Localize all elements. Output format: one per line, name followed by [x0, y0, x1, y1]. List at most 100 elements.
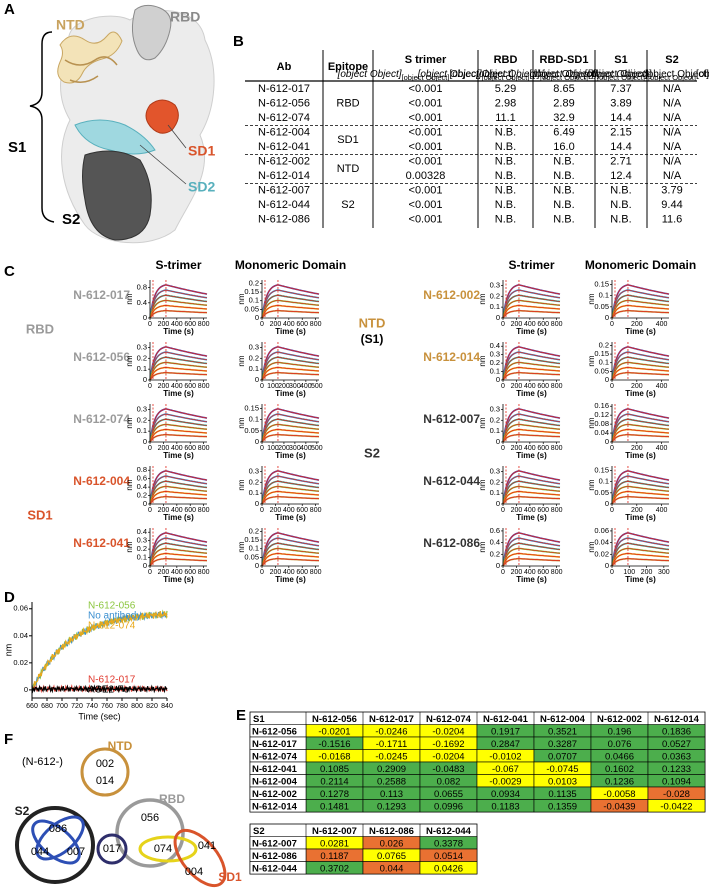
y-tick-label: 0.12	[594, 410, 609, 419]
y-tick-label: 0.1	[599, 291, 609, 300]
y-axis-label: nm	[478, 541, 487, 552]
fit	[502, 470, 561, 505]
kd-value: <0.001	[409, 214, 443, 226]
group-label: S2	[364, 445, 380, 460]
y-tick-label: 0.15	[594, 349, 609, 358]
kd-value: 5.29	[495, 83, 516, 95]
y-axis-label: nm	[237, 479, 246, 490]
set-label: NTD	[108, 739, 133, 753]
x-tick-label: 400	[656, 445, 668, 452]
fit	[611, 485, 670, 505]
group-label: SD1	[27, 507, 52, 522]
cell-value: 0.1917	[491, 726, 520, 737]
x-tick-label: 400	[524, 383, 536, 390]
y-tick-label: 0.05	[244, 552, 259, 561]
y-axis-label: nm	[587, 479, 596, 490]
x-tick-label: 600	[184, 569, 196, 576]
fit	[611, 553, 670, 567]
x-tick-label: 800	[198, 507, 210, 514]
x-tick-label: 200	[631, 445, 643, 452]
column-unit: [object Object][object Object][object Ob…	[475, 69, 652, 83]
unit-part: [object Object]	[337, 69, 402, 80]
y-tick-label: 0.04	[594, 538, 609, 547]
x-tick-label: 400	[171, 569, 183, 576]
cell-value: 0.0527	[662, 739, 691, 750]
x-axis-label: Time (s)	[516, 389, 547, 398]
cell-value: -0.1711	[376, 739, 408, 750]
x-tick-label: 200	[158, 445, 170, 452]
cell-value: 0.044	[380, 863, 404, 874]
antibody-name: N-612-014	[423, 350, 480, 364]
y-axis-label: nm	[237, 541, 246, 552]
kd-value: N.B.	[495, 156, 516, 168]
column-header: N-612-004	[540, 714, 586, 725]
s1-brace	[29, 31, 55, 223]
y-tick-label: 0	[496, 375, 500, 384]
x-tick-label: 400	[524, 445, 536, 452]
fit	[611, 429, 670, 443]
kd-value: 2.71	[610, 156, 631, 168]
fit	[611, 532, 670, 567]
column-header: S-trimer	[155, 258, 201, 272]
cell-value: 0.1278	[320, 789, 349, 800]
unit-part: [object Object]	[529, 69, 593, 80]
rbd-ribbon	[131, 4, 172, 61]
fit	[149, 547, 208, 567]
set-label: SD1	[218, 870, 242, 884]
cell-value: 0.1183	[491, 801, 519, 812]
kd-value: 14.4	[610, 112, 631, 124]
y-tick-label: 0	[255, 437, 259, 446]
cell-value: 0.1135	[548, 789, 576, 800]
x-tick-label: 400	[656, 507, 668, 514]
y-tick-label: 0.1	[599, 477, 609, 486]
cell-value: -0.067	[492, 764, 519, 775]
cell-value: -0.0422	[660, 801, 692, 812]
y-tick-label: 0.8	[137, 283, 147, 292]
fit	[611, 372, 670, 381]
y-tick-label: 0.2	[137, 544, 147, 553]
fit	[502, 289, 561, 319]
antibody-name: N-612-056	[73, 350, 130, 364]
antibody-name: N-612-044	[423, 474, 480, 488]
y-tick-label: 0.2	[137, 415, 147, 424]
cell-value: 0.1085	[320, 764, 349, 775]
unit-part: [object Object]	[540, 73, 588, 82]
x-tick-label: 0	[501, 569, 505, 576]
y-tick-label: 0.1	[599, 358, 609, 367]
x-tick-label: 0	[260, 445, 264, 452]
cell-value: 0.082	[437, 776, 461, 787]
fit	[149, 346, 208, 381]
cell-value: 0.0655	[434, 789, 463, 800]
fit	[502, 547, 561, 567]
fit	[611, 356, 670, 381]
fit	[149, 532, 208, 567]
fit	[502, 553, 561, 567]
y-tick-label: 0.6	[490, 526, 500, 535]
x-tick-label: 800	[198, 321, 210, 328]
fit	[502, 413, 561, 443]
y-tick-label: 0.3	[490, 350, 500, 359]
x-axis-label: Time (s)	[163, 513, 194, 522]
antibody-name: N-612-017	[73, 288, 130, 302]
y-tick-label: 0.8	[137, 465, 147, 474]
fit	[261, 485, 320, 505]
kd-value: N.B.	[553, 185, 574, 197]
fit	[502, 310, 561, 319]
column-header: N-612-014	[654, 714, 700, 725]
y-tick-label: 0.2	[137, 491, 147, 500]
x-tick-label: 0	[610, 383, 614, 390]
fit	[611, 413, 670, 443]
fit	[502, 475, 561, 505]
cell-value: 0.1233	[662, 764, 691, 775]
kd-value: 2.98	[495, 98, 516, 110]
cell-value: 0.0466	[605, 751, 634, 762]
sd1-label: SD1	[188, 143, 215, 159]
y-tick-label: 0.6	[137, 474, 147, 483]
y-tick-label: 0.1	[249, 415, 259, 424]
sd2-ribbon	[74, 119, 156, 155]
x-tick-label: 400	[524, 321, 536, 328]
unit-part: [object Object]	[402, 73, 450, 82]
column-unit: [object Object][object Object][object Ob…	[583, 69, 709, 83]
fit	[261, 346, 320, 381]
x-tick-label: 600	[537, 445, 549, 452]
